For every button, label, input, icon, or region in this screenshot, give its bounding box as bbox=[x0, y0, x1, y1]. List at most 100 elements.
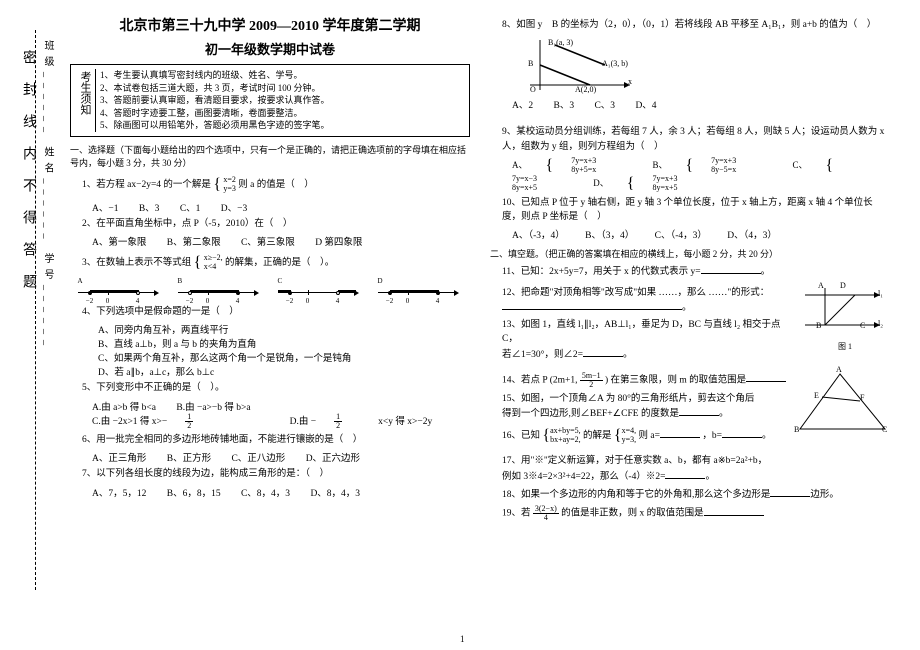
q7-b: B、6，8，15 bbox=[167, 489, 221, 499]
q18: 18、如果一个多边形的内角和等于它的外角和,那么这个多边形是边形。 bbox=[502, 487, 890, 502]
blank bbox=[722, 428, 762, 438]
q6-c: C、正八边形 bbox=[231, 454, 285, 464]
blank bbox=[679, 406, 719, 416]
q5-c: C.由 −2x>1 得 x>−12 bbox=[92, 417, 232, 427]
q7-opts: A、7，5，12 B、6，8，15 C、8，4，3 D、8，4，3 bbox=[92, 485, 470, 499]
q3-b: x<4 bbox=[204, 262, 217, 271]
brace-icon: { bbox=[213, 176, 221, 193]
q10: 10、已知点 P 位于 y 轴右侧，距 y 轴 3 个单位长度，位于 x 轴上方… bbox=[502, 196, 890, 225]
q7-c: C、8，4，3 bbox=[241, 489, 290, 499]
notice-3: 3、答题前要认真审题，看清题目要求，按要求认真作答。 bbox=[100, 94, 330, 107]
q9-b: B、{7y=x+38y−5=x bbox=[652, 160, 772, 170]
q1-d: D、−3 bbox=[221, 204, 247, 214]
q8-b: B、3 bbox=[554, 101, 575, 111]
q4-a: A、同旁内角互补，两直线平行 bbox=[98, 322, 470, 336]
triangle-fig: A B C E F bbox=[790, 369, 890, 439]
notice-1: 1、考生要认真填写密封线内的班级、姓名、学号。 bbox=[100, 69, 330, 82]
q8-opts: A、2 B、3 C、3 D、4 bbox=[512, 97, 890, 111]
q19: 19、若 3(2−x)4 的值是非正数，则 x 的取值范围是 bbox=[502, 505, 890, 522]
brace-icon: { bbox=[194, 254, 202, 271]
blank bbox=[704, 506, 764, 516]
blank bbox=[701, 264, 761, 274]
q4-b: B、直线 a⊥b，则 a 与 b 的夹角为直角 bbox=[98, 336, 470, 350]
q2-a: A、第一象限 bbox=[92, 238, 146, 248]
q1-opts: A、−1 B、3 C、1 D、−3 bbox=[92, 200, 470, 214]
blank bbox=[583, 347, 623, 357]
q1: 1、若方程 ax−2y=4 的一个解是 { x=2 y=3 则 a 的值是（ ） bbox=[82, 173, 470, 197]
fig1: A D l₁ B C l₂ 图 1 bbox=[800, 283, 890, 343]
q10-c: C、（-4，3） bbox=[655, 231, 707, 241]
q1-c: C、1 bbox=[180, 204, 201, 214]
q4-opts: A、同旁内角互补，两直线平行 B、直线 a⊥b，则 a 与 b 的夹角为直角 C… bbox=[98, 322, 470, 378]
page-number: 1 bbox=[460, 634, 465, 644]
q7-a: A、7，5，12 bbox=[92, 489, 146, 499]
blank bbox=[660, 428, 700, 438]
student-info-vertical: 班级______ 姓名______ 学号______ bbox=[40, 40, 55, 351]
notice-2: 2、本试卷包括三道大题，共 3 页，考试时间 100 分钟。 bbox=[100, 82, 330, 95]
q7-d: D、8，4，3 bbox=[310, 489, 360, 499]
q6-d: D、正六边形 bbox=[306, 454, 360, 464]
numline-row: −2 0 4 A −2 0 4 B −2 0 bbox=[70, 281, 470, 299]
blank bbox=[746, 372, 786, 382]
q8-c: C、3 bbox=[594, 101, 615, 111]
q10-a: A、（-3，4） bbox=[512, 231, 565, 241]
q1-a: A、−1 bbox=[92, 204, 118, 214]
q8-a: A、2 bbox=[512, 101, 533, 111]
q4-c: C、如果两个角互补，那么这两个角一个是锐角，一个是钝角 bbox=[98, 350, 470, 364]
q1-y: y=3 bbox=[223, 184, 236, 193]
q3-a: x≥−2, bbox=[204, 253, 223, 262]
q1-tail: 则 a 的值是（ ） bbox=[238, 180, 313, 190]
q6-opts: A、正三角形 B、正方形 C、正八边形 D、正六边形 bbox=[92, 450, 470, 464]
section2-head: 二、填空题。（把正确的答案填在相应的横线上，每小题 2 分，共 20 分） bbox=[490, 247, 890, 260]
q2: 2、在平面直角坐标中，点 P（-5，2010）在（ ） bbox=[82, 217, 470, 231]
left-column: 北京市第三十九中学 2009—2010 学年度第二学期 初一年级数学期中试卷 考… bbox=[60, 0, 480, 540]
q17: 17、用"※"定义新运算，对于任意实数 a、b，都有 a※b=2a²+b， 例如… bbox=[502, 454, 890, 484]
blank bbox=[665, 469, 705, 479]
q7: 7、以下列各组长度的线段为边，能构成三角形的是：（ ） bbox=[82, 467, 470, 481]
q10-opts: A、（-3，4） B、（3，4） C、（-4，3） D、（4，3） bbox=[512, 227, 890, 241]
q9: 9、某校运动员分组训练，若每组 7 人，余 3 人；若每组 8 人，则缺 5 人… bbox=[502, 125, 890, 154]
q10-b: B、（3，4） bbox=[585, 231, 634, 241]
q3-text: 3、在数轴上表示不等式组 bbox=[82, 258, 191, 268]
q8-d: D、4 bbox=[635, 101, 656, 111]
q12-q13-block: A D l₁ B C l₂ 图 1 12、把命题"对顶角相等"改写成"如果 ……… bbox=[490, 283, 890, 365]
q1-b: B、3 bbox=[139, 204, 160, 214]
q8-graph: B₁(a, 3) A₁(3, b) B O A(2,0) x bbox=[520, 35, 640, 95]
right-column: 8、如图 y B 的坐标为（2，0），（0，1）若将线段 AB 平移至 A₁B₁… bbox=[480, 0, 900, 540]
q3: 3、在数轴上表示不等式组 { x≥−2, x<4 的解集，正确的是（ ）。 bbox=[82, 251, 470, 275]
numline-c: −2 0 4 C bbox=[278, 281, 363, 299]
q11: 11、已知：2x+5y=7，用关于 x 的代数式表示 y=。 bbox=[502, 264, 890, 279]
blank bbox=[770, 487, 810, 497]
q2-d: D 第四象限 bbox=[315, 238, 362, 248]
notice-items: 1、考生要认真填写密封线内的班级、姓名、学号。 2、本试卷包括三道大题，共 3 … bbox=[100, 69, 330, 132]
q9-a: A、{7y=x+38y+5=x bbox=[512, 160, 632, 170]
q4-d: D、若 a∥b，a⊥c，那么 b⊥c bbox=[98, 364, 470, 378]
q2-c: C、第三象限 bbox=[241, 238, 295, 248]
q2-opts: A、第一象限 B、第二象限 C、第三象限 D 第四象限 bbox=[92, 234, 470, 248]
dash-line bbox=[35, 30, 36, 590]
q1-text: 1、若方程 ax−2y=4 的一个解是 bbox=[82, 180, 211, 190]
notice-4: 4、答题时字迹要工整，画图要清晰，卷面要整洁。 bbox=[100, 107, 330, 120]
q5-opts: A.由 a>b 得 b<a B.由 −a>−b 得 b>a C.由 −2x>1 … bbox=[92, 399, 470, 430]
blank bbox=[502, 300, 682, 310]
q5-a: A.由 a>b 得 b<a bbox=[92, 403, 156, 413]
q4: 4、下列选项中是假命题的一是（ ） bbox=[82, 305, 470, 319]
notice-box: 考生须知 1、考生要认真填写密封线内的班级、姓名、学号。 2、本试卷包括三道大题… bbox=[70, 64, 470, 137]
q9-d: D、{7y=x+38y=x+5 bbox=[593, 178, 713, 188]
numline-d: −2 0 4 D bbox=[378, 281, 463, 299]
q5-d: D.由 −12x<y 得 x>−2y bbox=[290, 417, 451, 427]
q6-b: B、正方形 bbox=[167, 454, 211, 464]
q2-b: B、第二象限 bbox=[167, 238, 221, 248]
q10-d: D、（4，3） bbox=[727, 231, 777, 241]
notice-5: 5、除画图可以用铅笔外，答题必须用黑色字迹的签字笔。 bbox=[100, 119, 330, 132]
section1-head: 一、选择题（下面每小题给出的四个选项中，只有一个是正确的，请把正确选项前的字母填… bbox=[70, 143, 470, 169]
q5: 5、下列变形中不正确的是（ ）。 bbox=[82, 381, 470, 395]
notice-label: 考生须知 bbox=[75, 69, 96, 132]
q6-a: A、正三角形 bbox=[92, 454, 146, 464]
numline-a: −2 0 4 A bbox=[78, 281, 163, 299]
exam-subtitle: 初一年级数学期中试卷 bbox=[70, 39, 470, 58]
q1-eq: x=2 y=3 bbox=[223, 176, 236, 194]
q8: 8、如图 y B 的坐标为（2，0），（0，1）若将线段 AB 平移至 A₁B₁… bbox=[502, 18, 890, 32]
q6: 6、用一批完全相同的多边形地砖铺地面，不能进行镶嵌的是（ ） bbox=[82, 433, 470, 447]
q9-opts: A、{7y=x+38y+5=x B、{7y=x+38y−5=x C、{7y=x−… bbox=[512, 157, 890, 193]
